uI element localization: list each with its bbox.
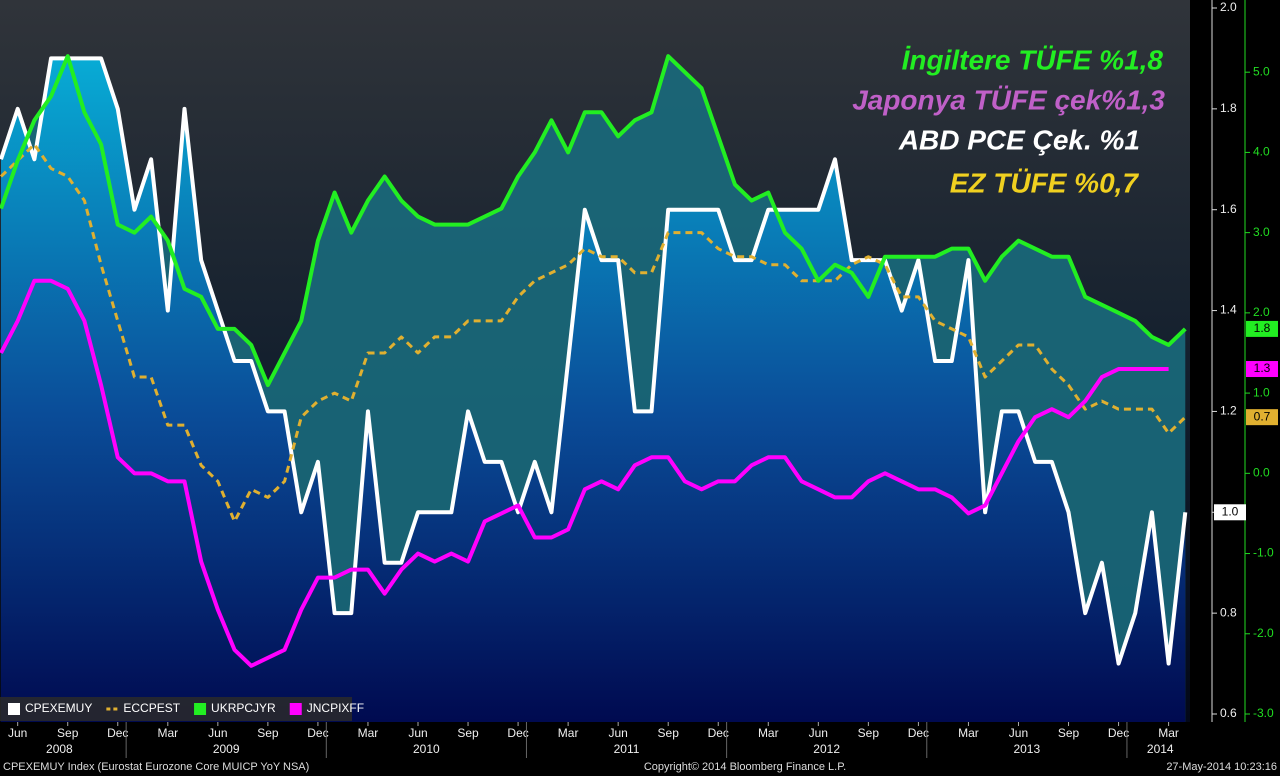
x-year-label: 2011: [614, 742, 640, 756]
footer-bar: [0, 758, 1280, 776]
x-axis-band: [0, 722, 1280, 758]
legend-swatch: [8, 703, 20, 715]
y2-tick-label: 3.0: [1253, 225, 1270, 239]
last-value-box: [1214, 504, 1246, 521]
y-tick-label: 1.4: [1220, 303, 1237, 317]
x-tick-label: Mar: [558, 726, 579, 740]
legend-swatch: [289, 703, 302, 715]
x-year-label: 2013: [1013, 742, 1040, 756]
series-line: [0, 54, 1187, 388]
footer-right: 27-May-2014 10:23:16: [1166, 761, 1277, 773]
series-line: [0, 278, 1169, 668]
area: [1, 58, 1186, 722]
x-tick-label: Dec: [307, 726, 328, 740]
last-value-label: 0.7: [1254, 409, 1271, 423]
legend-label: UKRPCJYR: [211, 701, 276, 715]
y-tick-label: 1.6: [1220, 202, 1237, 216]
y2-tick-label: -3.0: [1253, 706, 1274, 720]
last-value-label: 1.3: [1254, 361, 1271, 375]
x-tick-label: Sep: [57, 726, 79, 740]
x-tick-label: Jun: [608, 726, 627, 740]
x-year-label: 2008: [46, 742, 73, 756]
last-value-label: 1.8: [1254, 321, 1271, 335]
x-tick-label: Jun: [809, 726, 828, 740]
x-tick-label: Dec: [107, 726, 128, 740]
y2-tick-label: -2.0: [1253, 626, 1274, 640]
legend-swatch: [194, 703, 207, 715]
annotation: EZ TÜFE %0,7: [950, 167, 1140, 198]
annotation: ABD PCE Çek. %1: [898, 124, 1140, 155]
last-value-box: [1246, 320, 1278, 337]
last-value-label: 1.0: [1222, 504, 1239, 518]
annotation: İngiltere TÜFE %1,8: [902, 44, 1164, 75]
last-value-box: [1246, 361, 1278, 378]
y2-tick-label: 1.0: [1253, 385, 1270, 399]
x-tick-label: Sep: [1058, 726, 1080, 740]
x-tick-label: Sep: [257, 726, 279, 740]
series-line: [0, 142, 1187, 523]
y-tick-label: 1.2: [1220, 404, 1237, 418]
last-value-box: [1246, 409, 1278, 426]
footer-left: CPEXEMUY Index (Eurostat Eurozone Core M…: [3, 761, 309, 773]
annotation: Japonya TÜFE çek%1,3: [852, 84, 1165, 115]
x-tick-label: Jun: [8, 726, 27, 740]
x-tick-label: Dec: [507, 726, 528, 740]
x-year-label: 2009: [213, 742, 240, 756]
x-tick-label: Mar: [358, 726, 379, 740]
y-tick-label: 2.0: [1220, 0, 1237, 14]
series-line: [0, 56, 1188, 666]
y2-tick-label: 5.0: [1253, 64, 1270, 78]
y-tick-label: 0.8: [1220, 605, 1237, 619]
legend-label: CPEXEMUY: [25, 701, 92, 715]
x-tick-label: Jun: [208, 726, 227, 740]
footer-center: Copyright© 2014 Bloomberg Finance L.P.: [644, 761, 846, 773]
y-tick-label: 0.6: [1220, 706, 1237, 720]
x-tick-label: Mar: [1158, 726, 1179, 740]
x-year-label: 2014: [1147, 742, 1174, 756]
y2-tick-label: 2.0: [1253, 305, 1270, 319]
x-tick-label: Sep: [457, 726, 479, 740]
x-tick-label: Mar: [157, 726, 178, 740]
x-year-label: 2010: [413, 742, 440, 756]
x-tick-label: Sep: [858, 726, 880, 740]
x-tick-label: Jun: [408, 726, 427, 740]
x-tick-label: Dec: [908, 726, 929, 740]
x-tick-label: Jun: [1009, 726, 1028, 740]
y2-tick-label: 4.0: [1253, 145, 1270, 159]
legend-label: ECCPEST: [123, 701, 180, 715]
y2-tick-label: 0.0: [1253, 465, 1270, 479]
x-year-label: 2012: [813, 742, 840, 756]
y-tick-label: 1.8: [1220, 101, 1237, 115]
x-tick-label: Mar: [758, 726, 779, 740]
y2-tick-label: -1.0: [1253, 546, 1274, 560]
x-tick-label: Dec: [1108, 726, 1129, 740]
x-tick-label: Dec: [708, 726, 729, 740]
x-tick-label: Mar: [958, 726, 979, 740]
x-tick-label: Sep: [658, 726, 680, 740]
legend-label: JNCPIXFF: [307, 701, 364, 715]
